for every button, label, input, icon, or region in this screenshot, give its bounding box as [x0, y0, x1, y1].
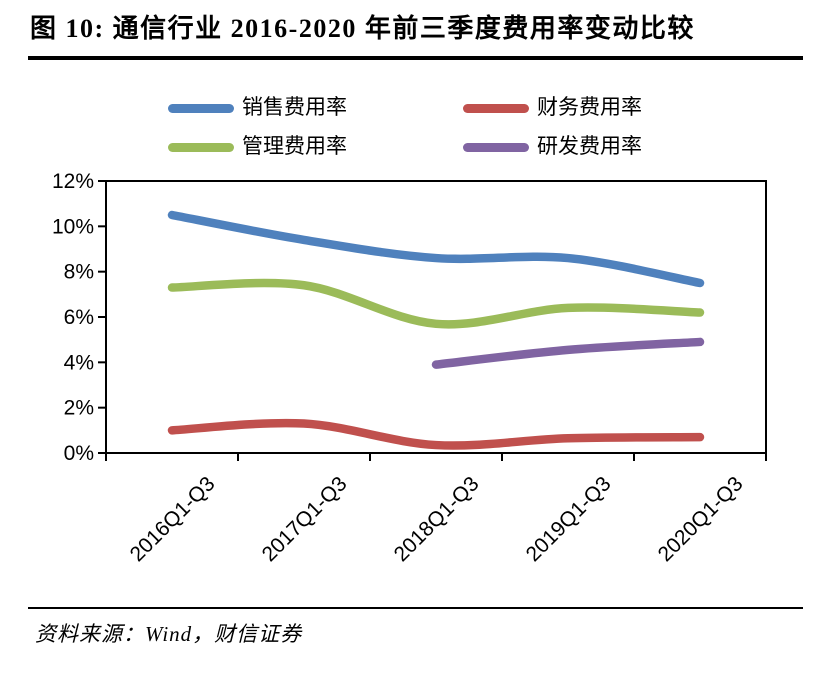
y-axis-label: 12%: [52, 170, 94, 193]
x-axis-label: 2018Q1-Q3: [390, 472, 484, 566]
y-axis-label: 2%: [64, 397, 94, 420]
legend-item-admin-expense-ratio: 管理费用率: [168, 135, 347, 159]
finance-expense-legend-swatch: [463, 103, 529, 113]
rnd-expense-legend-swatch: [463, 142, 529, 152]
y-axis-label: 0%: [64, 442, 94, 465]
sales-expense-legend-swatch: [168, 103, 234, 113]
legend-label: 财务费用率: [537, 96, 642, 119]
legend-label: 研发费用率: [537, 135, 642, 158]
data-source-note: 资料来源：Wind，财信证券: [35, 622, 303, 646]
title-divider: [28, 56, 803, 60]
legend-label: 管理费用率: [242, 135, 347, 158]
legend-item-finance-expense-ratio: 财务费用率: [463, 96, 642, 120]
x-axis-label: 2020Q1-Q3: [654, 472, 748, 566]
y-axis-label: 8%: [64, 261, 94, 284]
y-axis-label: 4%: [64, 351, 94, 374]
x-axis-label: 2016Q1-Q3: [126, 472, 220, 566]
series-line: [431, 337, 705, 369]
series-line: [167, 418, 705, 450]
legend-item-sales-expense-ratio: 销售费用率: [168, 96, 347, 120]
x-axis-label: 2017Q1-Q3: [258, 472, 352, 566]
y-axis-label: 6%: [64, 306, 94, 329]
legend-label: 销售费用率: [242, 96, 347, 119]
legend-item-rnd-expense-ratio: 研发费用率: [463, 135, 642, 159]
figure-title: 图 10: 通信行业 2016-2020 年前三季度费用率变动比较: [30, 14, 695, 43]
x-axis-label: 2019Q1-Q3: [522, 472, 616, 566]
y-axis-label: 10%: [52, 215, 94, 238]
footer-divider: [28, 607, 803, 609]
series-line: [167, 210, 705, 288]
series-line: [167, 278, 705, 329]
admin-expense-legend-swatch: [168, 142, 234, 152]
